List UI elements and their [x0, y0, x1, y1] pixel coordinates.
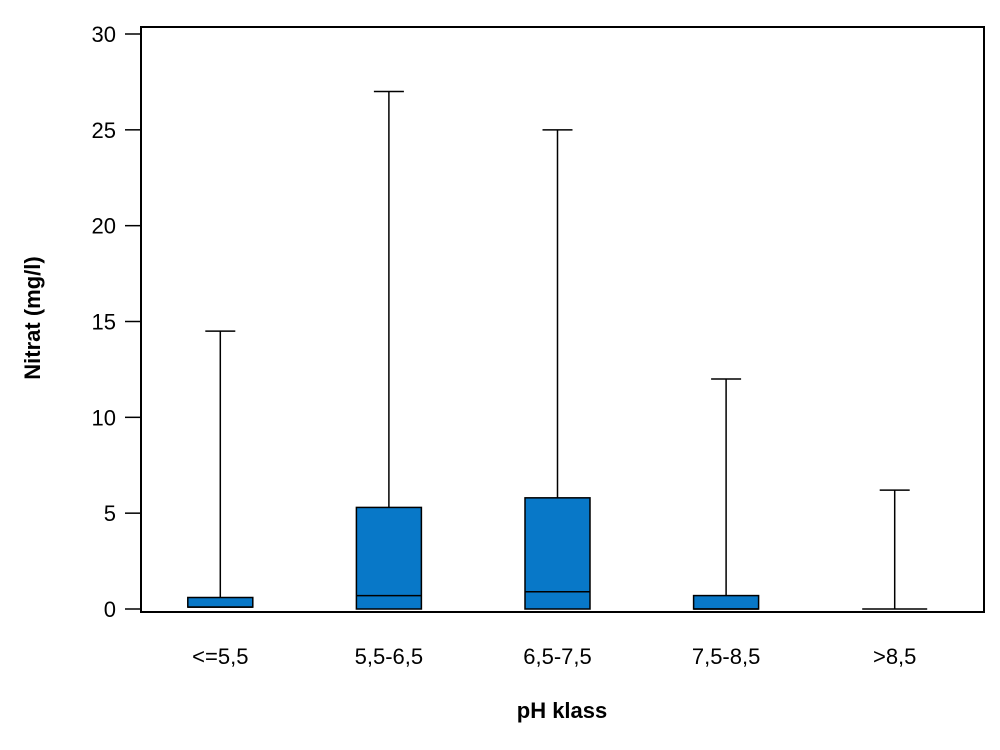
box-group: [692, 378, 760, 610]
x-axis: <=5,5 5,5-6,5 6,5-7,5 7,5-8,5 >8,5: [192, 644, 916, 669]
box-group: [524, 129, 591, 610]
x-tick-label: 7,5-8,5: [692, 644, 761, 669]
box-group: [187, 330, 254, 608]
y-axis: 0 5 10 15 20 25 30: [92, 22, 141, 622]
x-tick-label: 5,5-6,5: [355, 644, 424, 669]
y-tick-label: 5: [104, 501, 116, 526]
x-tick-label: >8,5: [873, 644, 916, 669]
box: [524, 497, 591, 610]
y-tick-label: 25: [92, 118, 116, 143]
y-tick-label: 30: [92, 22, 116, 47]
x-tick-label: 6,5-7,5: [523, 644, 592, 669]
x-tick-label: <=5,5: [192, 644, 248, 669]
y-axis-title: Nitrat (mg/l): [20, 256, 45, 379]
y-tick-label: 20: [92, 214, 116, 239]
y-tick-label: 0: [104, 597, 116, 622]
box-group: [862, 489, 928, 610]
y-tick-label: 15: [92, 310, 116, 335]
box-series: [187, 90, 928, 610]
x-axis-title: pH klass: [517, 698, 608, 723]
box: [692, 594, 760, 610]
box: [187, 596, 254, 608]
box: [355, 506, 423, 610]
y-tick-label: 10: [92, 405, 116, 430]
box-group: [355, 90, 423, 610]
